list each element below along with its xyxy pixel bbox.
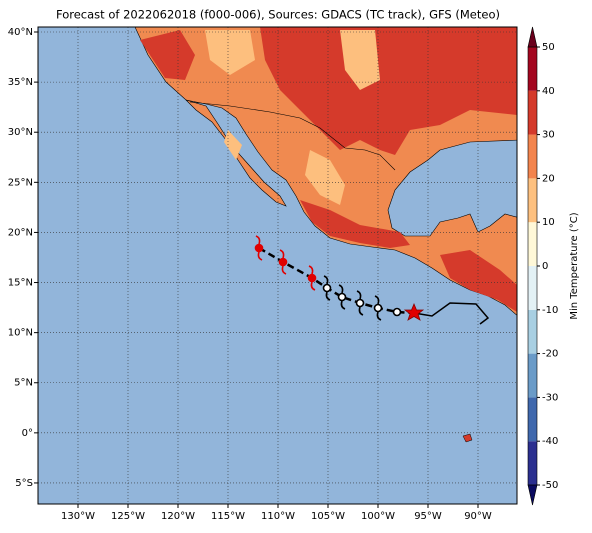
colorbar-band: [528, 222, 537, 266]
hot-region-west: [140, 30, 195, 80]
x-tick-label: 125°W: [111, 511, 145, 522]
axes: 130°W 125°W 120°W 115°W 110°W 105°W 100°W 95°W 9…: [8, 27, 492, 522]
y-tick-label: 0°: [22, 428, 33, 439]
colorbar-band: [528, 266, 537, 310]
colorbar-tick-label: -20: [542, 349, 558, 360]
colorbar-label: Min Temperature (°C): [569, 212, 580, 319]
x-tick-label: 95°W: [414, 511, 442, 522]
grid: [38, 27, 517, 504]
map-area: [38, 27, 517, 504]
y-tick-label: 5°N: [14, 378, 33, 389]
y-tick-label: 20°N: [8, 227, 33, 238]
colorbar-tick-label: 10: [542, 217, 555, 228]
x-tick-label: 100°W: [361, 511, 395, 522]
mild-region-2: [340, 30, 380, 90]
mild-region-3: [305, 150, 345, 205]
colorbar-tick-label: 20: [542, 173, 555, 184]
y-tick-label: 5°S: [15, 478, 33, 489]
border: [189, 101, 396, 171]
y-tick-label: 35°N: [8, 77, 33, 88]
current-position-star: [403, 302, 425, 321]
track-forecast: [258, 246, 415, 315]
storm-markers: [254, 235, 402, 321]
colorbar-band: [528, 178, 537, 223]
y-tick-label: 15°N: [8, 278, 33, 289]
x-tick-label: 120°W: [161, 511, 195, 522]
colorbar-band: [528, 90, 537, 135]
colorbar-band: [528, 353, 537, 398]
colorbar-tick-label: -30: [542, 392, 558, 403]
storm-marker-red: [254, 235, 317, 291]
mild-region-1: [205, 30, 255, 75]
y-tick-label: 30°N: [8, 127, 33, 138]
hot-region-north: [260, 27, 517, 155]
galapagos: [462, 433, 473, 443]
x-tick-label: 130°W: [61, 511, 95, 522]
mild-region-4: [224, 130, 242, 160]
colorbar-tick-label: 30: [542, 130, 555, 141]
colorbar-tick-label: 0: [542, 261, 548, 272]
hot-region-central-america: [440, 250, 517, 312]
track-past: [413, 302, 490, 325]
storm-marker-black: [322, 275, 402, 321]
colorbar-tick-label: 40: [542, 86, 555, 97]
colorbar: -50 -40 -30 -20 -10 0 10 20 30 40 50: [527, 26, 558, 506]
map-title: Forecast of 2022062018 (f000-006), Sourc…: [56, 8, 500, 22]
x-tick-label: 105°W: [311, 511, 345, 522]
x-tick-label: 90°W: [464, 511, 492, 522]
y-tick-label: 40°N: [8, 27, 33, 38]
x-tick-label: 115°W: [211, 511, 245, 522]
y-tick-label: 25°N: [8, 177, 33, 188]
colorbar-tick-label: -40: [542, 436, 558, 447]
colorbar-tick-label: -10: [542, 305, 558, 316]
colorbar-tick-label: -50: [542, 480, 558, 491]
colorbar-band: [528, 309, 537, 354]
colorbar-band: [528, 441, 537, 485]
colorbar-band: [528, 47, 537, 91]
colorbar-under: [527, 484, 538, 506]
colorbar-over: [527, 26, 538, 48]
x-tick-label: 110°W: [261, 511, 295, 522]
hot-region-coast: [300, 200, 410, 248]
colorbar-band: [528, 134, 537, 179]
colorbar-band: [528, 397, 537, 442]
colorbar-tick-label: 50: [542, 42, 555, 53]
y-tick-label: 10°N: [8, 328, 33, 339]
